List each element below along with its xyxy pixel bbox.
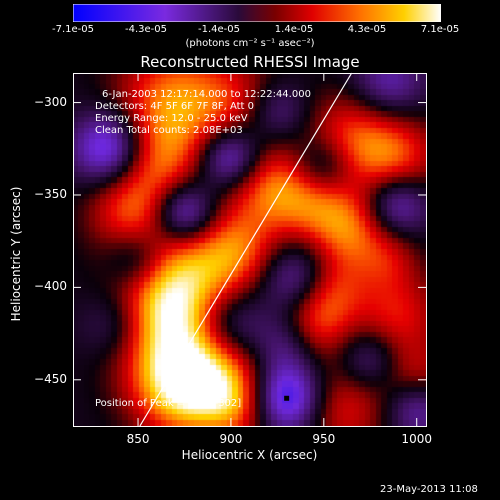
- x-tick-label: 850: [126, 432, 150, 446]
- solar-limb-line: [139, 72, 353, 427]
- colorbar-tick-label: -1.4e-05: [198, 24, 240, 35]
- colorbar-tick-label: 1.4e-05: [274, 24, 314, 35]
- observation-time: 6-Jan-2003 12:17:14.000 to 12:22:44.000: [102, 89, 311, 100]
- heatmap-image: [73, 73, 426, 426]
- clean-counts-info: Clean Total counts: 2.08E+03: [95, 125, 243, 136]
- colorbar-units: (photons cm⁻² s⁻¹ asec⁻²): [185, 38, 315, 49]
- energy-range-info: Energy Range: 12.0 - 25.0 keV: [95, 113, 248, 124]
- y-tick-label: −400: [34, 279, 67, 294]
- peak-position-label: Position of Peak = [981,-302]: [95, 398, 242, 409]
- detectors-info: Detectors: 4F 5F 6F 7F 8F, Att 0: [95, 101, 255, 112]
- colorbar-tick-label: -7.1e-05: [52, 24, 94, 35]
- footer-timestamp: 23-May-2013 11:08: [380, 484, 478, 495]
- y-tick-label: −300: [34, 94, 67, 109]
- colorbar-tick-label: -4.3e-05: [125, 24, 167, 35]
- x-tick-label: 950: [312, 432, 336, 446]
- chart-title: Reconstructed RHESSI Image: [140, 53, 360, 71]
- plot-frame: [73, 73, 427, 427]
- peak-marker: [284, 395, 290, 401]
- colorbar-tick-label: 7.1e-05: [420, 24, 460, 35]
- axis-ticks: [73, 73, 426, 426]
- x-tick-label: 900: [219, 432, 243, 446]
- x-tick-label: 1000: [401, 432, 432, 446]
- colorbar: [73, 4, 441, 22]
- colorbar-tick-label: 4.3e-05: [347, 24, 387, 35]
- x-axis-label: Heliocentric X (arcsec): [181, 448, 318, 462]
- y-tick-label: −450: [34, 371, 67, 386]
- y-tick-label: −350: [34, 186, 67, 201]
- colorbar-tick-labels: -7.1e-05 -4.3e-05 -1.4e-05 1.4e-05 4.3e-…: [0, 0, 500, 40]
- y-axis-label: Heliocentric Y (arcsec): [9, 186, 23, 322]
